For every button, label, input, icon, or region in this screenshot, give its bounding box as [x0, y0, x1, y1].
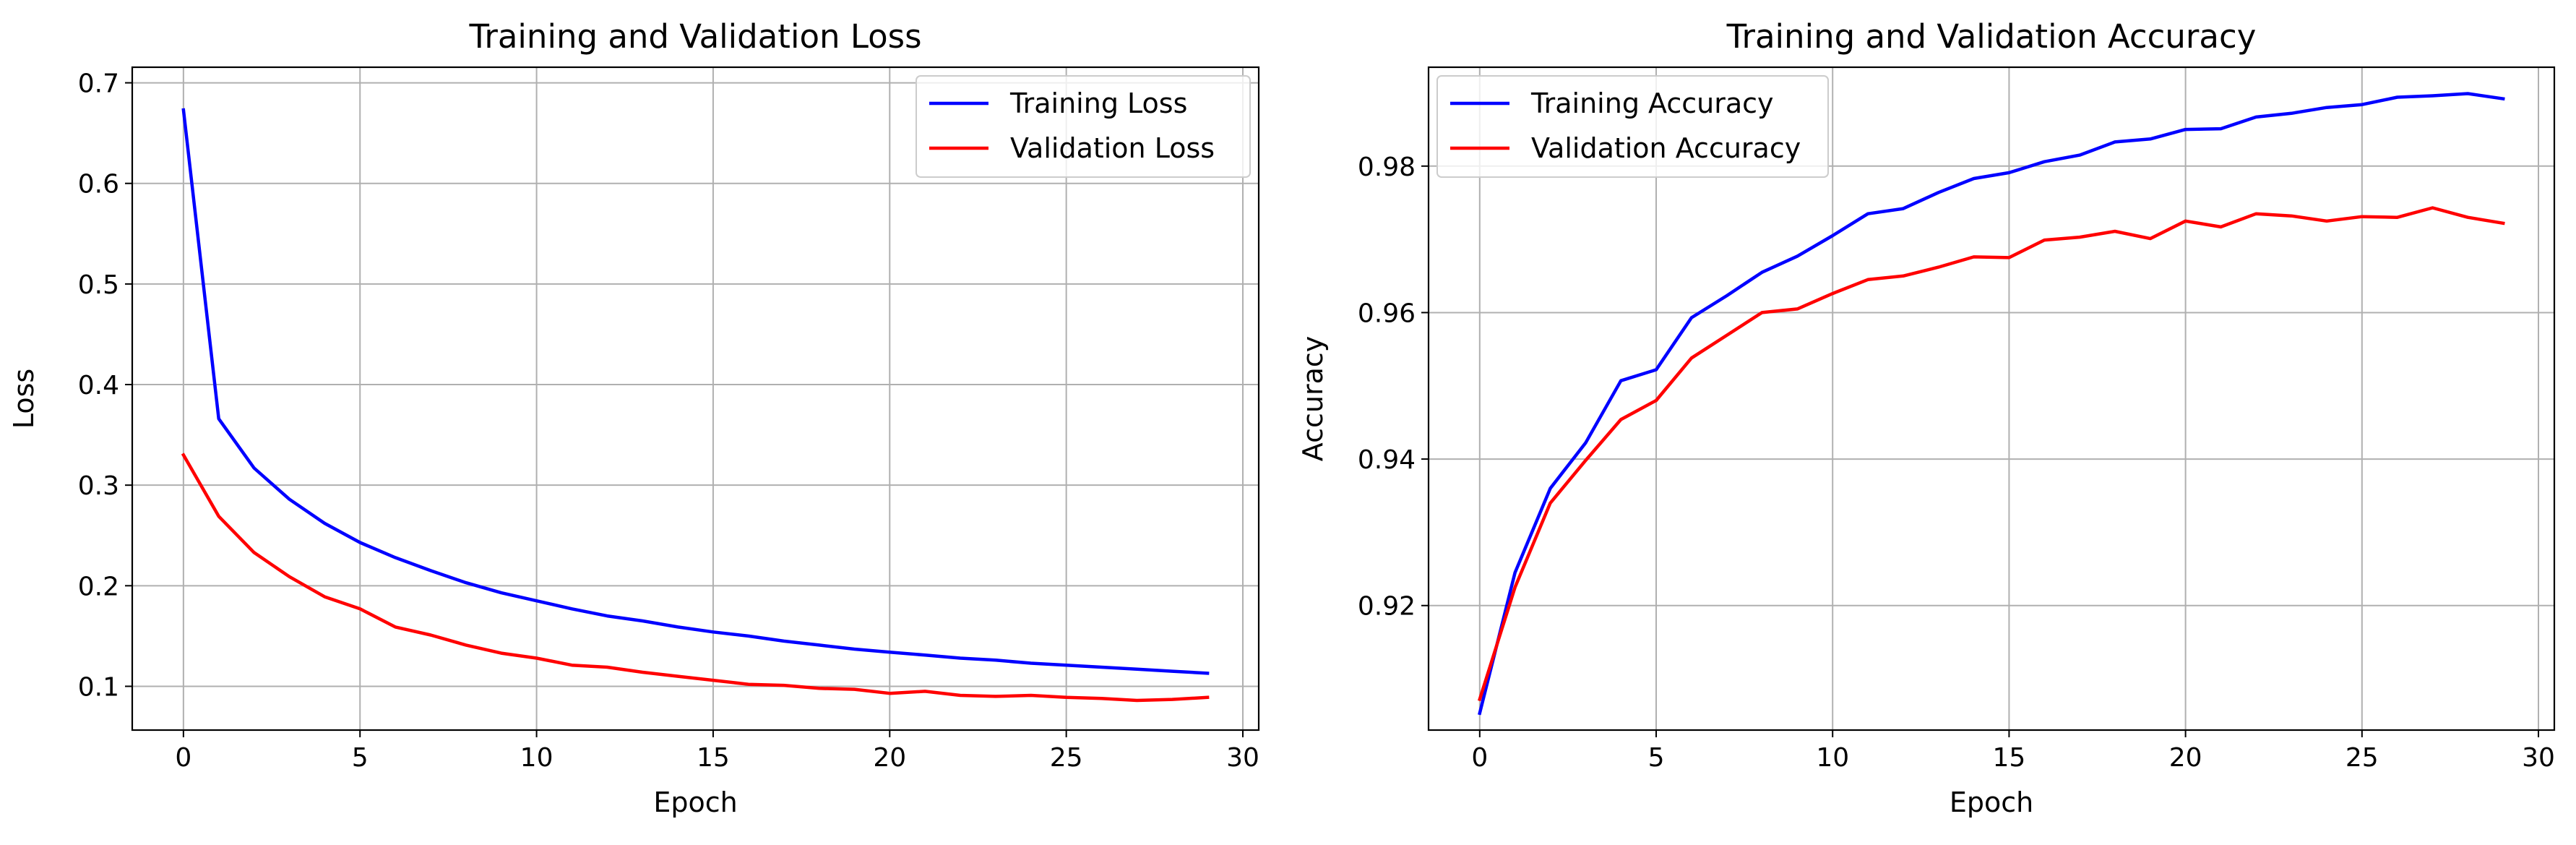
- series-line-training-accuracy: [1478, 92, 2505, 716]
- accuracy-legend: Training Accuracy Validation Accuracy: [1436, 75, 1829, 178]
- accuracy-legend-box: [1436, 75, 1829, 178]
- loss-chart-title: Training and Validation Loss: [468, 17, 921, 56]
- loss-ticks: 0 5 10 15 20 25 30 0.1 0.2 0.3 0.4 0.5 0.6 0.7: [78, 69, 1259, 773]
- loss-y-tick-label: 0.7: [78, 69, 119, 99]
- loss-y-tick-label: 0.1: [78, 672, 119, 702]
- loss-y-tick-label: 0.5: [78, 270, 119, 300]
- legend-label-training-accuracy: Training Accuracy: [1530, 87, 1774, 119]
- loss-plot-frame: [131, 66, 1260, 732]
- accuracy-x-tick-label: 15: [1993, 743, 2026, 773]
- loss-y-axis-label: Loss: [8, 369, 40, 429]
- accuracy-y-tick-label: 0.92: [1358, 592, 1416, 622]
- loss-x-tick-label: 25: [1050, 743, 1083, 773]
- series-line-validation-accuracy: [1477, 206, 2505, 702]
- loss-y-tick-label: 0.6: [78, 170, 119, 200]
- accuracy-y-tick-label: 0.98: [1358, 153, 1416, 182]
- accuracy-x-tick-label: 0: [1471, 743, 1488, 773]
- loss-y-tick-label: 0.3: [78, 471, 119, 501]
- loss-x-axis-label: Epoch: [653, 786, 737, 818]
- accuracy-y-axis-label: Accuracy: [1297, 336, 1329, 462]
- accuracy-x-axis-label: Epoch: [1950, 786, 2033, 818]
- accuracy-y-tick-label: 0.96: [1358, 299, 1416, 328]
- loss-y-tick-label: 0.4: [78, 371, 119, 400]
- accuracy-x-tick-label: 5: [1648, 743, 1665, 773]
- loss-x-tick-label: 10: [520, 743, 553, 773]
- loss-x-tick-label: 30: [1226, 743, 1259, 773]
- accuracy-x-tick-label: 30: [2522, 743, 2555, 773]
- loss-x-tick-label: 15: [697, 743, 730, 773]
- accuracy-y-tick-label: 0.94: [1358, 445, 1416, 475]
- loss-chart: 0 5 10 15 20 25 30 0.1 0.2 0.3 0.4 0.5 0.6 0.7 Traini…: [8, 17, 1260, 818]
- series-line-validation-loss: [181, 452, 1210, 703]
- series-line-training-loss: [181, 108, 1210, 675]
- accuracy-plot-frame: [1427, 66, 2556, 732]
- loss-x-tick-label: 20: [873, 743, 906, 773]
- loss-lines: [181, 108, 1210, 703]
- loss-legend: Training Loss Validation Loss: [916, 75, 1251, 178]
- loss-x-tick-label: 5: [352, 743, 369, 773]
- loss-y-tick-label: 0.2: [78, 572, 119, 601]
- legend-label-training-loss: Training Loss: [1009, 87, 1187, 119]
- accuracy-ticks: 0 5 10 15 20 25 30 0.92 0.94 0.96 0.98: [1358, 153, 2555, 773]
- accuracy-chart-title: Training and Validation Accuracy: [1726, 17, 2257, 56]
- accuracy-x-tick-label: 10: [1816, 743, 1849, 773]
- accuracy-x-tick-label: 20: [2169, 743, 2202, 773]
- legend-label-validation-loss: Validation Loss: [1010, 132, 1215, 164]
- loss-x-tick-label: 0: [175, 743, 191, 773]
- loss-legend-box: [916, 75, 1251, 178]
- accuracy-x-tick-label: 25: [2345, 743, 2379, 773]
- accuracy-lines: [1477, 92, 2505, 716]
- legend-label-validation-accuracy: Validation Accuracy: [1531, 132, 1801, 164]
- accuracy-chart: 0 5 10 15 20 25 30 0.92 0.94 0.96 0.98 Training an…: [1297, 17, 2556, 818]
